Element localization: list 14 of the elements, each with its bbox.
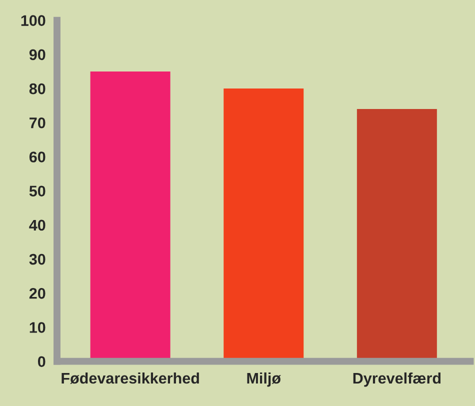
y-tick-label: 60	[29, 152, 46, 162]
y-tick-label: 20	[29, 288, 46, 299]
y-tick-label: 50	[29, 186, 46, 197]
y-tick-label: 80	[29, 83, 46, 94]
y-tick-label: 70	[30, 117, 46, 128]
y-tick-label: 10	[30, 322, 46, 333]
y-tick-label: 100	[21, 15, 46, 26]
x-tick-label: Miljø	[247, 372, 281, 387]
x-tick-label: Fødevaresikkerhed	[62, 372, 199, 384]
y-tick-label: 30	[29, 254, 46, 265]
x-tick-label: Dyrevelfærd	[353, 372, 441, 387]
y-tick-label: 0	[38, 356, 46, 368]
y-tick-label: 40	[29, 220, 46, 231]
y-tick-label: 90	[29, 49, 46, 60]
